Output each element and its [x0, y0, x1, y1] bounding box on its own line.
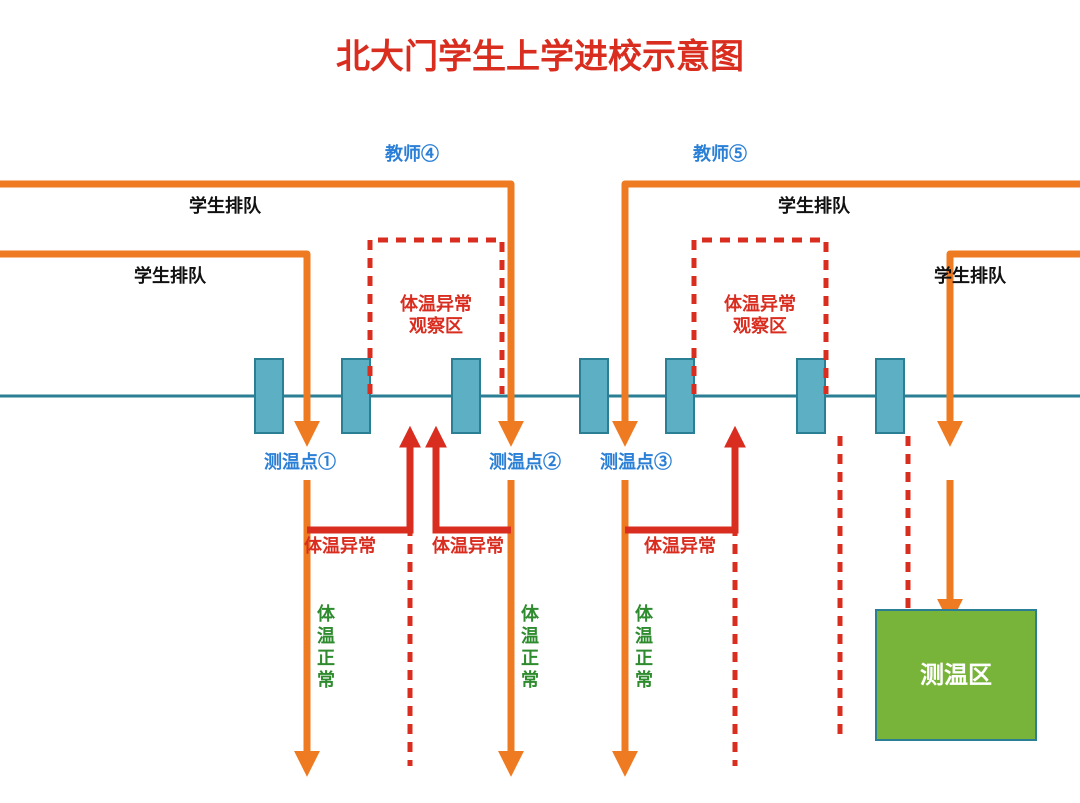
normal-label-2-c1: 温 — [521, 626, 539, 646]
abnormal-label-1: 体温异常 — [304, 535, 376, 556]
gate-pillar-2 — [342, 359, 370, 433]
temp-area-label: 测温区 — [920, 662, 992, 689]
abnormal-label-3: 体温异常 — [644, 535, 716, 556]
normal-label-1-c1: 温 — [317, 626, 335, 646]
gate-pillar-3 — [452, 359, 480, 433]
normal-label-3-c1: 温 — [635, 626, 653, 646]
zone-label-1-l1: 体温异常 — [400, 293, 472, 314]
gate-pillar-6 — [797, 359, 825, 433]
normal-label-1-c3: 常 — [317, 669, 335, 690]
title: 北大门学生上学进校示意图 — [336, 37, 744, 76]
normal-label-3-c2: 正 — [635, 648, 653, 668]
queue-label-tr: 学生排队 — [778, 195, 851, 216]
temp-point2-label: 测温点② — [489, 451, 561, 472]
gate-pillar-5 — [666, 359, 694, 433]
queue-label-br: 学生排队 — [934, 265, 1007, 286]
zone-label-2-l1: 体温异常 — [724, 293, 796, 314]
zone-label-2-l2: 观察区 — [733, 315, 787, 336]
normal-label-2-c0: 体 — [521, 603, 540, 624]
queue-label-tl: 学生排队 — [189, 195, 262, 216]
temp-point1-label: 测温点① — [264, 451, 336, 472]
zone-label-1-l2: 观察区 — [409, 315, 463, 336]
normal-label-3-c0: 体 — [635, 603, 654, 624]
normal-label-1-c0: 体 — [317, 603, 336, 624]
queue-label-bl: 学生排队 — [134, 265, 207, 286]
teacher5-label: 教师⑤ — [693, 143, 747, 164]
teacher4-label: 教师④ — [385, 143, 439, 164]
gate-pillar-4 — [580, 359, 608, 433]
normal-label-2-c2: 正 — [521, 648, 539, 668]
normal-label-1-c2: 正 — [317, 648, 335, 668]
gate-pillar-7 — [876, 359, 904, 433]
abnormal-label-2: 体温异常 — [432, 535, 504, 556]
gate-pillar-1 — [255, 359, 283, 433]
normal-label-2-c3: 常 — [521, 669, 539, 690]
normal-label-3-c3: 常 — [635, 669, 653, 690]
temp-point3-label: 测温点③ — [600, 451, 672, 472]
